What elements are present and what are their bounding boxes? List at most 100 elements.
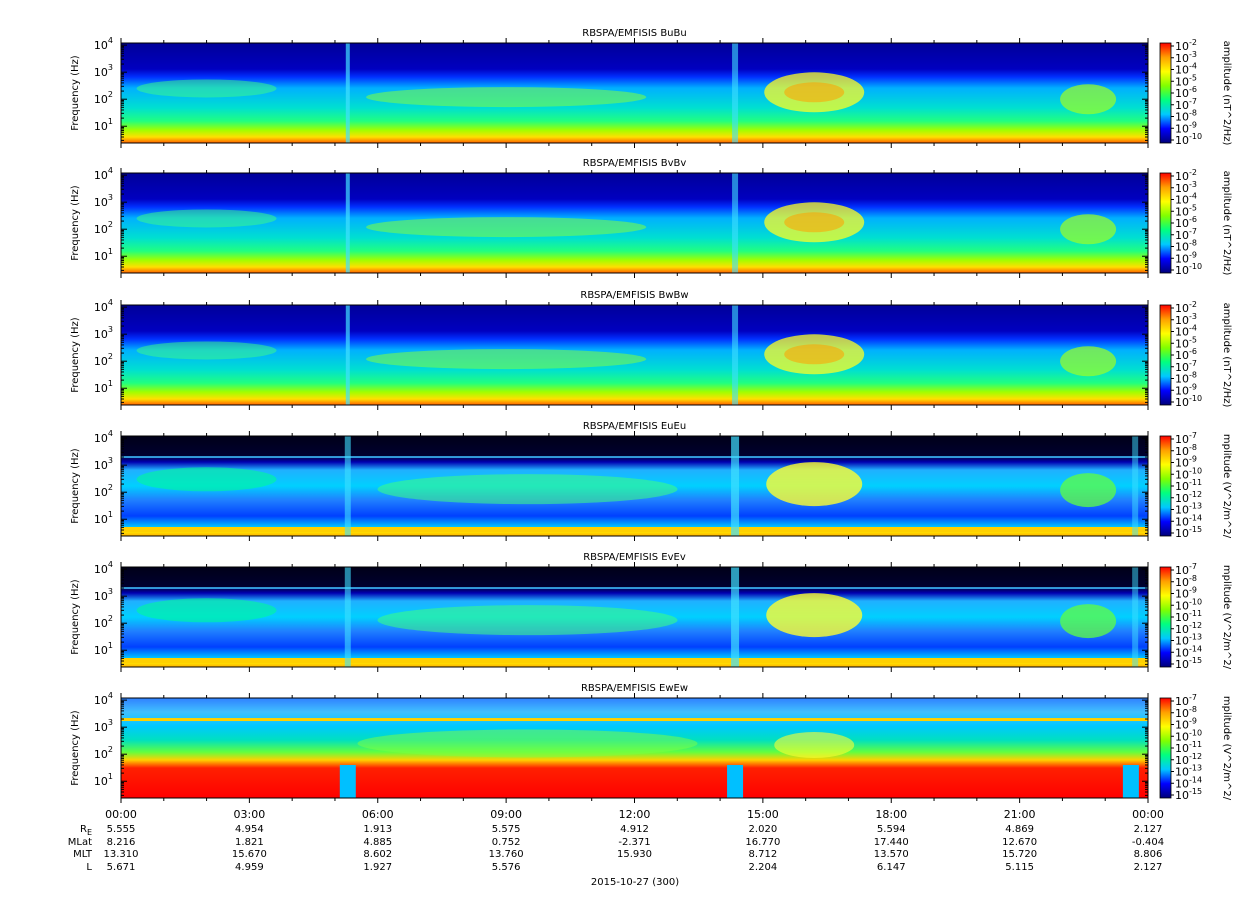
time-tick-label: 12:00 <box>619 808 651 821</box>
colorbar-tick-label: 10-9 <box>1175 382 1197 397</box>
ephemeris-value: 4.959 <box>235 862 264 873</box>
colorbar: 10-210-310-410-510-610-710-810-910-10 amp… <box>1159 300 1232 409</box>
ephemeris-value: 2.127 <box>1134 862 1163 873</box>
low-band <box>121 658 1148 664</box>
ephemeris-value: 8.712 <box>749 849 778 860</box>
colorbar-tick-label: 10-3 <box>1175 180 1197 195</box>
colorbar: 10-710-810-910-1010-1110-1210-1310-1410-… <box>1159 693 1232 802</box>
panel-6: RBSPA/EMFISIS EwEw 101 102 103 104 Frequency … <box>70 683 1232 803</box>
y-axis-label: Frequency (Hz) <box>70 448 81 524</box>
colorbar-tick-label: 10-7 <box>1175 227 1197 242</box>
colorbar: 10-210-310-410-510-610-710-810-910-10 amp… <box>1159 38 1232 147</box>
panel-5: RBSPA/EMFISIS EvEv 101 102 103 104 Frequency … <box>70 552 1232 672</box>
colorbar-tick-label: 10-9 <box>1175 717 1197 732</box>
panel-3: RBSPA/EMFISIS BwBw 101 102 103 104 Frequency … <box>70 290 1232 410</box>
hiss-band <box>366 349 647 370</box>
colorbar-tick-label: 10-11 <box>1175 478 1202 493</box>
y-tick-label: 104 <box>94 429 113 445</box>
colorbar-tick-label: 10-11 <box>1175 740 1202 755</box>
y-axis-label: Frequency (Hz) <box>70 579 81 655</box>
spike-line <box>731 567 740 667</box>
colorbar-tick-label: 10-5 <box>1175 73 1197 88</box>
y-axis-label: Frequency (Hz) <box>70 185 81 261</box>
panel-4: RBSPA/EMFISIS EuEu 101 102 103 104 Frequency … <box>70 421 1232 541</box>
spike-line <box>1132 567 1139 667</box>
hiss-band <box>377 605 678 636</box>
colorbar-tick-label: 10-2 <box>1175 300 1197 315</box>
colorbar-gradient <box>1159 435 1172 537</box>
emission-core <box>784 212 845 233</box>
spike-line <box>345 43 350 143</box>
y-tick-label: 103 <box>94 63 113 79</box>
colorbar-tick-label: 10-13 <box>1175 502 1202 517</box>
colorbar-tick-label: 10-12 <box>1175 490 1202 505</box>
spike-line <box>732 305 739 405</box>
y-tick-label: 102 <box>94 352 113 368</box>
y-axis-label: Frequency (Hz) <box>70 55 81 131</box>
time-tick-label: 09:00 <box>490 808 522 821</box>
hiss-band <box>366 87 647 108</box>
colorbar-tick-label: 10-2 <box>1175 168 1197 183</box>
colorbar-label: amplitude (nT^2/Hz) <box>1221 303 1232 408</box>
date-label: 2015-10-27 (300) <box>591 877 679 888</box>
colorbar-tick-label: 10-6 <box>1175 347 1197 362</box>
colorbar-tick-label: 10-13 <box>1175 633 1202 648</box>
y-axis-label: Frequency (Hz) <box>70 710 81 786</box>
y-tick-label: 101 <box>94 117 113 133</box>
colorbar-tick-label: 10-10 <box>1175 132 1202 147</box>
colorbar-tick-label: 10-14 <box>1175 775 1202 790</box>
ephemeris-value: 1.927 <box>363 862 392 873</box>
colorbar-tick-label: 10-11 <box>1175 609 1202 624</box>
panel-2: RBSPA/EMFISIS BvBv 101 102 103 104 Frequency … <box>70 158 1232 278</box>
time-tick-label: 21:00 <box>1004 808 1036 821</box>
colorbar-tick-label: 10-7 <box>1175 693 1197 708</box>
colorbar-tick-label: 10-6 <box>1175 215 1197 230</box>
ephemeris-value: 12.670 <box>1002 837 1037 848</box>
time-tick-label: 15:00 <box>747 808 779 821</box>
ephemeris-value: 15.670 <box>232 849 267 860</box>
time-tick-label: 18:00 <box>875 808 907 821</box>
colorbar-tick-label: 10-15 <box>1175 656 1202 671</box>
colorbar-gradient <box>1159 566 1172 668</box>
ephemeris-value: 4.885 <box>363 837 392 848</box>
colorbar-tick-label: 10-3 <box>1175 312 1197 327</box>
spike-line <box>344 436 351 536</box>
colorbar: 10-210-310-410-510-610-710-810-910-10 amp… <box>1159 168 1232 277</box>
y-tick-label: 103 <box>94 587 113 603</box>
line-emission <box>121 456 1148 459</box>
ephemeris-value: 2.127 <box>1134 824 1163 835</box>
emission-blob <box>1060 84 1117 115</box>
colorbar-tick-label: 10-9 <box>1175 586 1197 601</box>
spectrogram-image <box>121 436 1148 536</box>
colorbar-tick-label: 10-8 <box>1175 705 1197 720</box>
panel-title: RBSPA/EMFISIS EvEv <box>583 552 686 563</box>
colorbar-tick-label: 10-6 <box>1175 85 1197 100</box>
colorbar: 10-710-810-910-1010-1110-1210-1310-1410-… <box>1159 431 1232 540</box>
colorbar-tick-label: 10-14 <box>1175 513 1202 528</box>
y-tick-label: 104 <box>94 166 113 182</box>
colorbar: 10-710-810-910-1010-1110-1210-1310-1410-… <box>1159 562 1232 671</box>
y-tick-label: 103 <box>94 325 113 341</box>
ephemeris-value: 5.594 <box>877 824 906 835</box>
y-tick-label: 101 <box>94 379 113 395</box>
spectrogram-image <box>121 567 1148 667</box>
colorbar-tick-label: 10-9 <box>1175 250 1197 265</box>
colorbar-tick-label: 10-7 <box>1175 562 1197 577</box>
ephemeris-table: RE 5.555 4.954 1.913 5.575 4.912 2.020 5.594 4.8… <box>68 824 1164 873</box>
panel-1: RBSPA/EMFISIS BuBu 101 102 103 104 Frequency … <box>70 28 1232 148</box>
colorbar-tick-label: 10-8 <box>1175 239 1197 254</box>
colorbar-tick-label: 10-5 <box>1175 203 1197 218</box>
y-tick-label: 104 <box>94 691 113 707</box>
colorbar-tick-label: 10-13 <box>1175 764 1202 779</box>
ephemeris-value: 0.752 <box>492 837 521 848</box>
colorbar-gradient <box>1159 42 1172 144</box>
colorbar-label: mplitude (V^2/m^2/ <box>1221 565 1232 670</box>
y-tick-label: 104 <box>94 36 113 52</box>
y-tick-label: 102 <box>94 745 113 761</box>
panel-title: RBSPA/EMFISIS BuBu <box>582 28 686 39</box>
ephemeris-value: 4.954 <box>235 824 264 835</box>
colorbar-tick-label: 10-15 <box>1175 525 1202 540</box>
ephemeris-value: 5.555 <box>107 824 136 835</box>
y-tick-label: 102 <box>94 614 113 630</box>
emission-core <box>784 82 845 103</box>
